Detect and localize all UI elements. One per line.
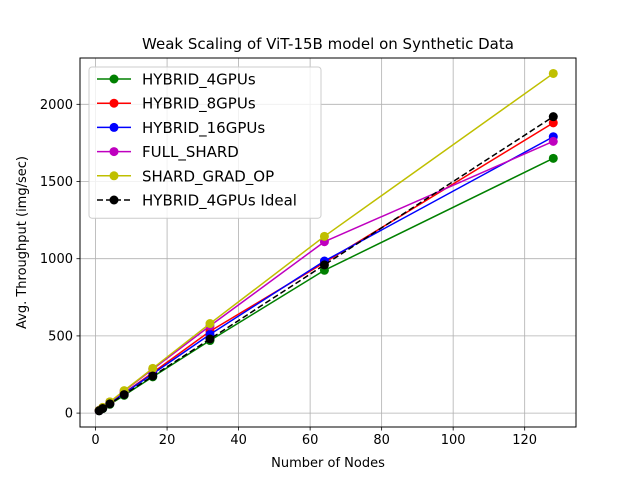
legend-label: FULL_SHARD bbox=[142, 143, 239, 162]
x-tick-label: 80 bbox=[373, 433, 390, 448]
legend-marker bbox=[109, 195, 119, 205]
x-axis-title: Number of Nodes bbox=[271, 456, 385, 471]
data-point bbox=[548, 112, 558, 122]
data-point bbox=[548, 68, 558, 78]
series-5 bbox=[94, 112, 558, 416]
legend-item: FULL_SHARD bbox=[97, 143, 239, 162]
data-point bbox=[205, 334, 215, 344]
x-tick-label: 120 bbox=[512, 433, 537, 448]
data-point bbox=[205, 319, 215, 329]
y-tick-label: 1000 bbox=[40, 252, 73, 267]
data-point bbox=[319, 231, 329, 241]
legend-label: HYBRID_4GPUs bbox=[142, 71, 256, 90]
data-point bbox=[119, 390, 129, 400]
y-tick-label: 1500 bbox=[40, 175, 73, 190]
y-tick-label: 500 bbox=[48, 329, 73, 344]
legend-marker bbox=[109, 74, 119, 84]
y-axis-title: Avg. Throughput (img/sec) bbox=[15, 156, 30, 329]
chart-title: Weak Scaling of ViT-15B model on Synthet… bbox=[142, 35, 514, 53]
legend-item: HYBRID_16GPUs bbox=[97, 119, 265, 138]
legend-item: HYBRID_4GPUs bbox=[97, 71, 256, 90]
legend-marker bbox=[109, 147, 119, 157]
data-point bbox=[548, 153, 558, 163]
data-point bbox=[105, 399, 115, 409]
axes-frame bbox=[79, 57, 577, 428]
ticks: 0 20 40 60 80 100 120 0 500 1000 1500 2000 bbox=[40, 98, 537, 448]
data-point bbox=[148, 363, 158, 373]
data-point bbox=[98, 403, 108, 413]
legend-marker bbox=[109, 122, 119, 132]
legend: HYBRID_4GPUs HYBRID_8GPUs HYBRID_16GPUs FUL… bbox=[88, 66, 322, 219]
legend-label: HYBRID_8GPUs bbox=[142, 95, 256, 114]
legend-item: SHARD_GRAD_OP bbox=[97, 167, 274, 186]
legend-marker bbox=[109, 98, 119, 108]
x-tick-label: 20 bbox=[159, 433, 176, 448]
legend-item: HYBRID_4GPUs Ideal bbox=[97, 192, 297, 211]
x-tick-label: 40 bbox=[230, 433, 247, 448]
data-point bbox=[148, 371, 158, 381]
x-tick-label: 100 bbox=[441, 433, 466, 448]
legend-marker bbox=[109, 171, 119, 181]
x-tick-label: 0 bbox=[91, 433, 99, 448]
legend-label: HYBRID_16GPUs bbox=[142, 119, 265, 138]
y-tick-label: 0 bbox=[65, 407, 73, 422]
data-point bbox=[548, 118, 558, 128]
legend-item: HYBRID_8GPUs bbox=[97, 95, 256, 114]
legend-label: SHARD_GRAD_OP bbox=[142, 167, 274, 186]
x-tick-label: 60 bbox=[302, 433, 319, 448]
y-tick-label: 2000 bbox=[40, 98, 73, 113]
legend-box bbox=[88, 66, 322, 219]
series-group bbox=[94, 68, 558, 416]
data-point bbox=[548, 136, 558, 146]
data-point bbox=[319, 260, 329, 270]
legend-label: HYBRID_4GPUs Ideal bbox=[142, 192, 297, 211]
